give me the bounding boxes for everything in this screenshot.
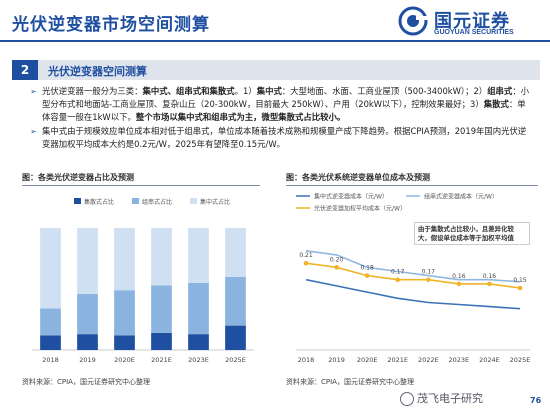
legend-swatch (132, 198, 139, 204)
bar-segment (40, 228, 61, 309)
legend-label: 组串式逆变器成本（元/W） (424, 193, 498, 201)
data-label: 0.20 (330, 256, 344, 263)
data-label: 0.18 (360, 265, 374, 272)
bar-segment (225, 228, 246, 277)
bullet-text: 集中式 (256, 86, 282, 96)
legend-label: 集中式逆变器成本（元/W） (314, 193, 388, 201)
x-tick-label: 2021E (151, 356, 172, 364)
x-tick-label: 2020E (114, 356, 135, 364)
right-source-note: 资料来源：CPIA，国元证券研究中心整理 (286, 378, 414, 386)
series-line (305, 278, 521, 310)
bullet-text: 集散式 (483, 99, 509, 110)
bar-segment (114, 335, 135, 350)
bar-segment (77, 334, 98, 350)
bullet-item: ➢ 光伏逆变器一般分为三类：集中式、组串式和集散式。1）集中式：大型地面、水面、工… (30, 85, 530, 125)
bar-segment (225, 276, 246, 326)
bar-segment (188, 334, 209, 350)
annotation-box: 由于集散式占比较小，且差异化较大，假设单位成本等于加权平均值 (414, 222, 530, 246)
data-point (456, 281, 462, 287)
section-header: 2 光伏逆变器空间测算 (12, 60, 540, 80)
bullet-text: 整个市场以集中式和组串式为主，微型集散式占比较小。 (135, 112, 346, 123)
data-point (487, 281, 492, 287)
wechat-icon (400, 392, 414, 406)
bullet-text: 组串式 (487, 86, 513, 96)
annotation-text: 由于集散式占比较小，且差异化较大，假设单位成本等于加权平均值 (414, 222, 530, 246)
data-point (334, 265, 339, 270)
bar-segment (77, 293, 98, 335)
left-source-note: 资料来源：CPIA，国元证券研究中心整理 (22, 378, 150, 386)
legend-label: 集中式占比 (200, 198, 230, 206)
bullet-list: ➢ 光伏逆变器一般分为三类：集中式、组串式和集散式。1）集中式：大型地面、水面、工… (30, 85, 530, 151)
bar-segment (114, 228, 135, 291)
page-title: 光伏逆变器市场空间测算 (12, 15, 210, 35)
logo-text-en: GUOYUAN SECURITIES (434, 29, 514, 36)
series-line (305, 250, 521, 283)
series-line (305, 262, 521, 289)
bar-segment (151, 285, 172, 333)
legend-label: 集散式占比 (84, 198, 114, 206)
legend-label: 组串式占比 (142, 198, 172, 206)
section-title: 光伏逆变器空间测算 (48, 65, 147, 78)
legend-swatch (74, 198, 81, 204)
x-tick-label: 2022E (418, 356, 439, 364)
data-label: 0.16 (452, 273, 466, 280)
data-point (395, 277, 401, 283)
left-chart-heading: 图：各类光伏逆变器占比及预测 (22, 172, 260, 186)
watermark: 茂飞电子研究 (400, 390, 483, 406)
bar-segment (77, 228, 98, 294)
data-point (425, 277, 431, 283)
bar-segment (151, 332, 172, 350)
x-tick-label: 2023E (449, 356, 470, 364)
section-number: 2 (12, 60, 38, 80)
logo-text-cn: 国元证券 (434, 11, 510, 32)
bar-segment (40, 335, 61, 350)
x-tick-label: 2025E (510, 356, 531, 364)
data-point (303, 260, 309, 266)
bullet-text: 光伏逆变器一般分为三类： (42, 86, 143, 96)
bar-segment (40, 308, 61, 336)
bullet-text: ：小型分布式和地面站-工商业屋顶、复杂山丘（20-300kW，目前最大 250k… (42, 86, 530, 110)
logo-mark-icon (398, 6, 428, 36)
data-label: 0.21 (299, 252, 313, 259)
x-tick-label: 2020E (357, 356, 378, 364)
x-tick-label: 2024E (479, 356, 500, 364)
right-chart-heading: 图：各类光伏系统逆变器单位成本及预测 (286, 172, 538, 186)
bar-segment (151, 228, 172, 286)
legend-swatch (190, 198, 197, 204)
x-tick-label: 2018 (298, 356, 315, 364)
legend-label: 光伏逆变器加权平均成本（元/W） (314, 205, 406, 213)
x-tick-label: 2025E (225, 356, 246, 364)
inverter-cost-chart: 集中式逆变器成本（元/W） 组串式逆变器成本（元/W） 光伏逆变器加权平均成本（元/… (296, 193, 531, 364)
data-point (517, 285, 523, 291)
data-label: 0.17 (391, 269, 405, 276)
bullet-text: ：大型地面、水面、工商业屋顶（500-3400kW）；2） (281, 86, 488, 96)
bar-segment (188, 228, 209, 283)
bullet-text: 集中式由于规模效应单位成本相对低于组串式，单位成本随着技术成熟和规模量产成下降趋… (42, 125, 527, 149)
data-label: 0.16 (483, 273, 497, 280)
bullet-arrow-icon: ➢ (30, 126, 37, 136)
page-number: 76 (530, 396, 542, 405)
x-tick-label: 2019 (328, 356, 345, 364)
x-tick-label: 2018 (42, 356, 59, 364)
bullet-arrow-icon: ➢ (30, 87, 37, 96)
title-divider (0, 40, 550, 42)
inverter-share-chart: 集散式占比 组串式占比 集中式占比 2018 2019 2020E 2021E 2023E 20… (32, 198, 254, 364)
data-label: 0.17 (422, 269, 436, 276)
watermark-text: 茂飞电子研究 (417, 392, 483, 405)
bar-segment (188, 282, 209, 335)
x-tick-label: 2019 (79, 356, 96, 364)
x-tick-label: 2021E (387, 356, 408, 364)
bar-segment (225, 325, 246, 350)
x-tick-label: 2023E (188, 356, 209, 364)
data-point (364, 273, 370, 278)
brand-logo: 国元证券 GUOYUAN SECURITIES (398, 6, 546, 38)
bullet-text: 。1） (234, 86, 257, 96)
bar-segment (114, 290, 135, 336)
data-label: 0.15 (513, 277, 527, 284)
bullet-item: ➢ 集中式由于规模效应单位成本相对低于组串式，单位成本随着技术成熟和规模量产成下降… (30, 125, 530, 151)
bullet-text: ：单体容量一般在1kW以下。 (42, 99, 526, 123)
bullet-text: 集中式、组串式和集散式 (142, 86, 235, 96)
